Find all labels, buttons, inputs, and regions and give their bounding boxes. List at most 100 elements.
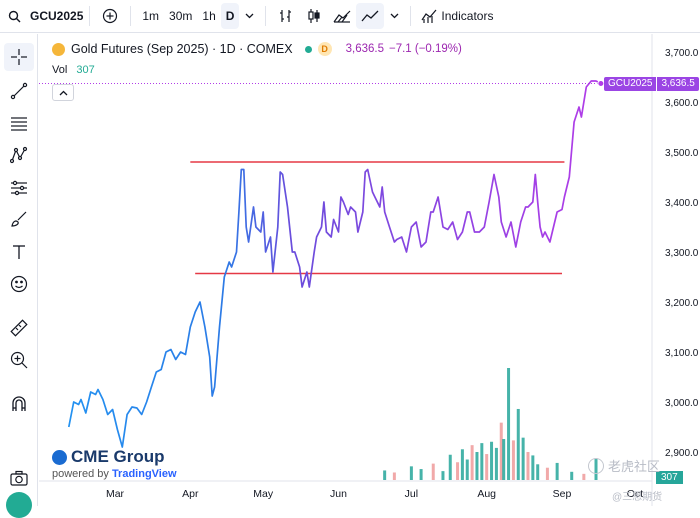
- x-tick-label: Jul: [405, 488, 418, 500]
- chevron-down-icon[interactable]: [384, 3, 404, 29]
- volume-bar: [494, 447, 498, 480]
- x-tick-label: Jun: [330, 488, 347, 500]
- volume-bar: [526, 452, 530, 480]
- delayed-badge: D: [317, 42, 332, 56]
- brush-icon[interactable]: [4, 205, 34, 233]
- volume-bar: [582, 473, 586, 480]
- volume-legend-label[interactable]: Vol: [52, 64, 68, 76]
- y-tick-label: 3,000.0: [665, 398, 699, 409]
- watermark-text: 老虎社区: [608, 459, 661, 474]
- chevron-up-icon: [59, 90, 67, 95]
- volume-bar: [448, 454, 452, 480]
- cme-title: CME Group: [71, 447, 165, 466]
- last-price-tag: GCU2025 3,636.5: [604, 77, 699, 91]
- line-chart-icon[interactable]: [356, 3, 385, 29]
- volume-bar: [456, 462, 460, 480]
- compare-add-icon[interactable]: [96, 3, 124, 29]
- magnet-icon[interactable]: [4, 390, 34, 418]
- indicators-label: Indicators: [441, 9, 494, 23]
- symbol-search-button[interactable]: GCU2025: [30, 9, 84, 23]
- emoji-icon[interactable]: [4, 270, 34, 298]
- x-tick-label: Sep: [553, 488, 572, 500]
- volume-bar: [383, 470, 387, 480]
- volume-bars: [383, 368, 598, 480]
- y-tick-label: 3,200.0: [665, 298, 699, 309]
- bars-chart-icon[interactable]: [272, 3, 300, 29]
- gold-logo-icon: [52, 42, 65, 56]
- text-tool-icon[interactable]: [4, 238, 34, 266]
- volume-bar: [470, 445, 474, 480]
- ruler-icon[interactable]: [4, 314, 34, 342]
- divider: [89, 6, 91, 26]
- x-tick-label: Mar: [106, 488, 125, 500]
- trend-line-icon[interactable]: [4, 77, 34, 105]
- volume-bar: [409, 466, 413, 480]
- x-tick-label: Aug: [477, 488, 496, 500]
- volume-bar: [511, 440, 515, 480]
- tradingview-link[interactable]: TradingView: [111, 468, 177, 480]
- timeframe-d[interactable]: D: [220, 3, 240, 29]
- camera-icon[interactable]: [4, 464, 34, 492]
- crosshair-icon[interactable]: [4, 43, 34, 71]
- candles-chart-icon[interactable]: [300, 3, 328, 29]
- indicators-icon: [421, 9, 437, 23]
- volume-bar: [521, 437, 525, 480]
- x-tick-label: Apr: [182, 488, 199, 500]
- timeframe-30m[interactable]: 30m: [169, 9, 193, 23]
- y-tick-label: 3,400.0: [665, 198, 699, 209]
- prediction-tools-icon[interactable]: [4, 173, 34, 201]
- volume-bar: [490, 441, 494, 480]
- volume-legend: Vol 307: [52, 64, 95, 76]
- chart-legend: Gold Futures (Sep 2025) · 1D · COMEX D 3…: [52, 42, 462, 56]
- y-tick-label: 2,900.0: [665, 448, 699, 459]
- volume-bar: [465, 459, 469, 480]
- powered-by-text: powered by: [52, 468, 109, 480]
- y-tick-label: 3,100.0: [665, 348, 699, 359]
- y-tick-label: 3,700.0: [665, 48, 699, 59]
- watermark-handle: @三思期货: [612, 492, 663, 503]
- timeframe-1h[interactable]: 1h: [202, 9, 216, 23]
- volume-bar: [392, 472, 396, 480]
- volume-bar: [460, 449, 464, 480]
- volume-bar: [555, 462, 559, 480]
- price-tag-symbol: GCU2025: [604, 77, 657, 91]
- divider: [265, 6, 267, 26]
- legend-change: −7.1 (−0.19%): [388, 43, 462, 55]
- top-toolbar: GCU2025 1m 30m 1h D Indicators: [0, 0, 700, 33]
- volume-bar: [570, 471, 574, 480]
- volume-bar: [499, 422, 503, 480]
- price-axis: 3,700.0 3,600.0 3,500.0 3,400.0 3,300.0 3,200…: [665, 48, 699, 459]
- horizontal-levels: [39, 83, 652, 275]
- last-price-point: [597, 80, 605, 87]
- area-chart-icon[interactable]: [328, 3, 356, 29]
- price-chart[interactable]: 3,700.0 3,600.0 3,500.0 3,400.0 3,300.0 3,200…: [39, 34, 700, 506]
- time-axis: Mar Apr May Jun Jul Aug Sep Oct: [106, 488, 643, 500]
- legend-title[interactable]: Gold Futures (Sep 2025) · 1D · COMEX: [71, 42, 293, 56]
- divider: [130, 6, 132, 26]
- price-series: [67, 80, 605, 448]
- search-icon[interactable]: [4, 3, 24, 29]
- volume-bar: [507, 368, 511, 480]
- fib-retracement-icon[interactable]: [4, 109, 34, 137]
- globe-icon: [52, 449, 67, 465]
- volume-bar: [485, 454, 489, 480]
- cme-logo: CME Group: [52, 447, 177, 467]
- pattern-icon[interactable]: [4, 141, 34, 169]
- zoom-in-icon[interactable]: [4, 346, 34, 374]
- price-tag-value: 3,636.5: [656, 77, 699, 91]
- drawing-toolbar: [0, 34, 38, 518]
- chevron-down-icon[interactable]: [239, 3, 259, 29]
- timeframe-1m[interactable]: 1m: [142, 9, 160, 23]
- y-tick-label: 3,300.0: [665, 248, 699, 259]
- branding: CME Group powered by TradingView: [52, 447, 177, 480]
- collapse-legend-button[interactable]: [52, 84, 74, 101]
- volume-bar: [431, 463, 435, 480]
- indicators-button[interactable]: Indicators: [417, 3, 497, 29]
- price-line[interactable]: [67, 80, 602, 448]
- volume-bar: [531, 455, 535, 480]
- status-indicator: [6, 492, 32, 518]
- y-tick-label: 3,600.0: [665, 98, 699, 109]
- watermark-logo-icon: [588, 457, 604, 474]
- community-watermark: 老虎社区: [588, 456, 660, 475]
- volume-bar: [516, 408, 520, 480]
